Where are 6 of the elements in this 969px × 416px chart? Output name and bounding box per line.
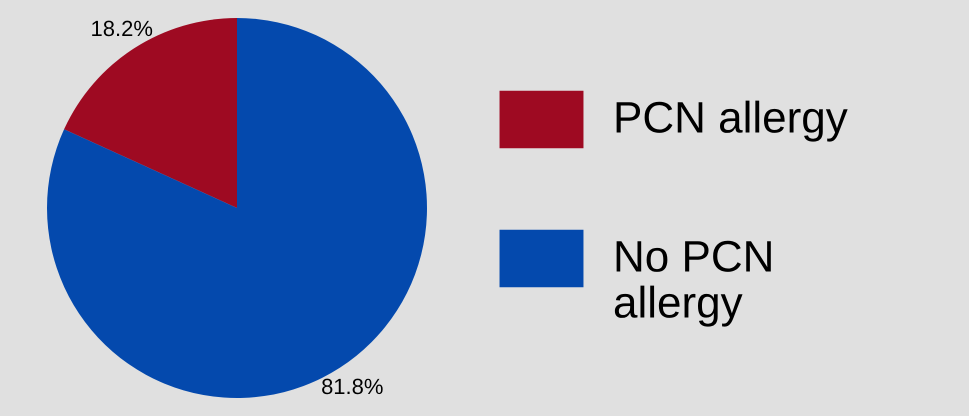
data-label: 81.8% bbox=[321, 374, 384, 400]
legend-label: No PCN allergy bbox=[613, 232, 774, 328]
pie-slice bbox=[64, 18, 237, 208]
pie-slice bbox=[47, 18, 427, 398]
data-label: 18.2% bbox=[90, 16, 153, 41]
legend-label: PCN allergy bbox=[613, 94, 848, 142]
